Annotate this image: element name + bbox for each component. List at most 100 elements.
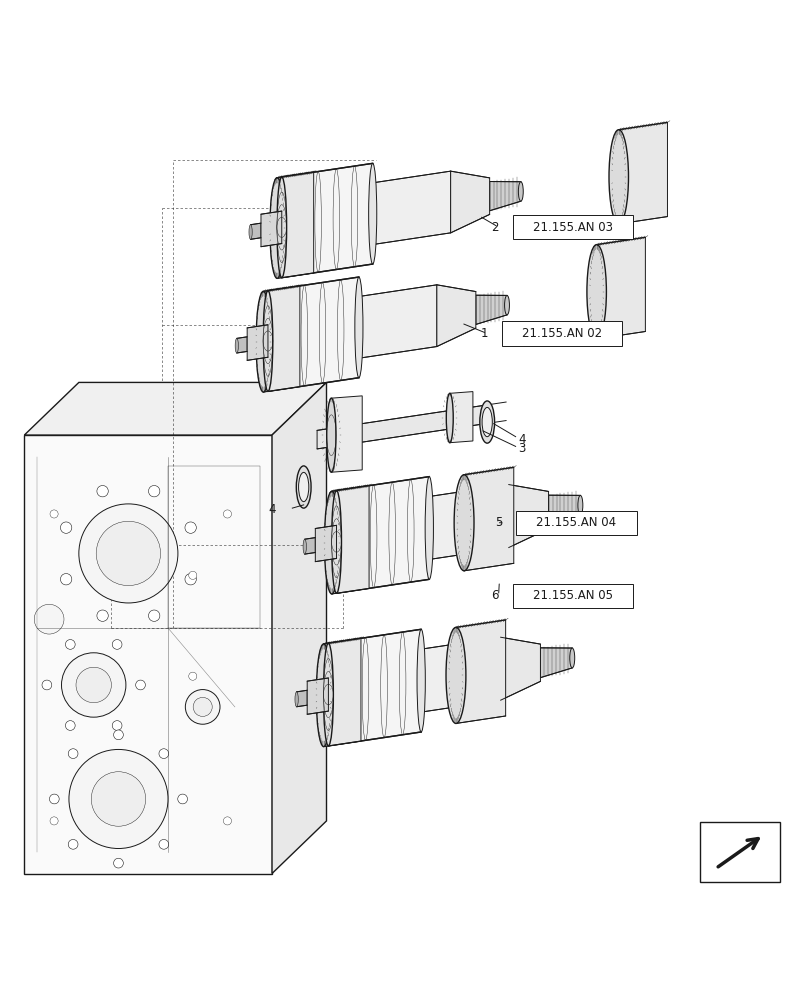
Circle shape [79,504,178,603]
Circle shape [159,749,169,758]
Text: 4: 4 [268,503,276,516]
Polygon shape [260,211,281,247]
Ellipse shape [354,277,363,378]
Text: 5: 5 [494,516,502,529]
Bar [168,466,260,628]
Circle shape [148,485,160,497]
Ellipse shape [577,495,582,515]
Circle shape [114,730,123,740]
Text: 1: 1 [479,327,487,340]
Ellipse shape [569,648,574,668]
Circle shape [112,721,122,730]
Polygon shape [304,538,315,554]
Polygon shape [281,163,372,278]
Ellipse shape [608,130,628,224]
Bar [513,215,633,239]
Text: 4: 4 [517,433,525,446]
Ellipse shape [303,539,306,554]
Bar [513,584,633,608]
Polygon shape [450,171,489,233]
Circle shape [97,610,108,621]
Ellipse shape [294,692,298,707]
Ellipse shape [425,477,433,579]
Circle shape [96,521,161,586]
Circle shape [148,610,160,621]
Polygon shape [548,495,580,525]
Polygon shape [237,337,247,353]
Circle shape [50,510,58,518]
Polygon shape [277,172,313,278]
Ellipse shape [417,629,425,732]
Polygon shape [596,237,645,339]
Bar [699,822,779,882]
Circle shape [188,672,196,680]
Ellipse shape [263,291,272,391]
Polygon shape [24,435,272,874]
Circle shape [66,721,75,730]
Bar [516,511,636,535]
Polygon shape [358,285,436,358]
Ellipse shape [517,182,522,201]
Ellipse shape [323,643,333,746]
Ellipse shape [586,245,606,339]
Ellipse shape [324,491,339,594]
Circle shape [97,485,108,497]
Ellipse shape [315,644,331,747]
Circle shape [91,772,145,826]
Circle shape [49,794,59,804]
Circle shape [42,680,52,690]
Ellipse shape [326,398,336,472]
Ellipse shape [235,338,238,353]
Circle shape [178,794,187,804]
Circle shape [66,640,75,649]
Circle shape [50,817,58,825]
Circle shape [185,690,220,724]
Ellipse shape [331,491,341,593]
Circle shape [60,522,71,533]
Text: 3: 3 [517,442,525,455]
Circle shape [34,604,64,634]
Ellipse shape [255,291,270,392]
Circle shape [188,571,196,579]
Polygon shape [489,182,520,211]
Polygon shape [332,486,369,594]
Polygon shape [456,620,505,723]
Circle shape [68,749,78,758]
Circle shape [62,653,126,717]
Text: 6: 6 [491,589,499,602]
Ellipse shape [298,472,308,502]
Polygon shape [421,637,500,712]
Text: 21.155.AN 03: 21.155.AN 03 [533,221,612,234]
Polygon shape [24,382,326,435]
Polygon shape [251,223,260,239]
Ellipse shape [249,225,252,239]
Circle shape [68,839,78,849]
Polygon shape [307,678,328,714]
Circle shape [223,510,231,518]
Polygon shape [272,382,326,874]
Circle shape [76,667,111,703]
Ellipse shape [504,295,508,315]
Polygon shape [464,467,513,571]
Circle shape [185,522,196,533]
Polygon shape [316,405,486,449]
Polygon shape [449,392,472,443]
Circle shape [60,574,71,585]
Polygon shape [247,325,268,360]
Ellipse shape [479,401,494,443]
Ellipse shape [269,178,284,278]
Polygon shape [500,637,540,700]
Circle shape [159,839,169,849]
Text: 2: 2 [491,221,499,234]
Ellipse shape [368,163,376,264]
Polygon shape [618,122,667,224]
Ellipse shape [482,407,491,437]
Polygon shape [296,690,307,707]
Polygon shape [540,648,572,678]
Polygon shape [324,638,361,747]
Circle shape [223,817,231,825]
Ellipse shape [453,475,474,571]
Polygon shape [331,396,362,472]
Polygon shape [436,285,475,347]
Circle shape [112,640,122,649]
